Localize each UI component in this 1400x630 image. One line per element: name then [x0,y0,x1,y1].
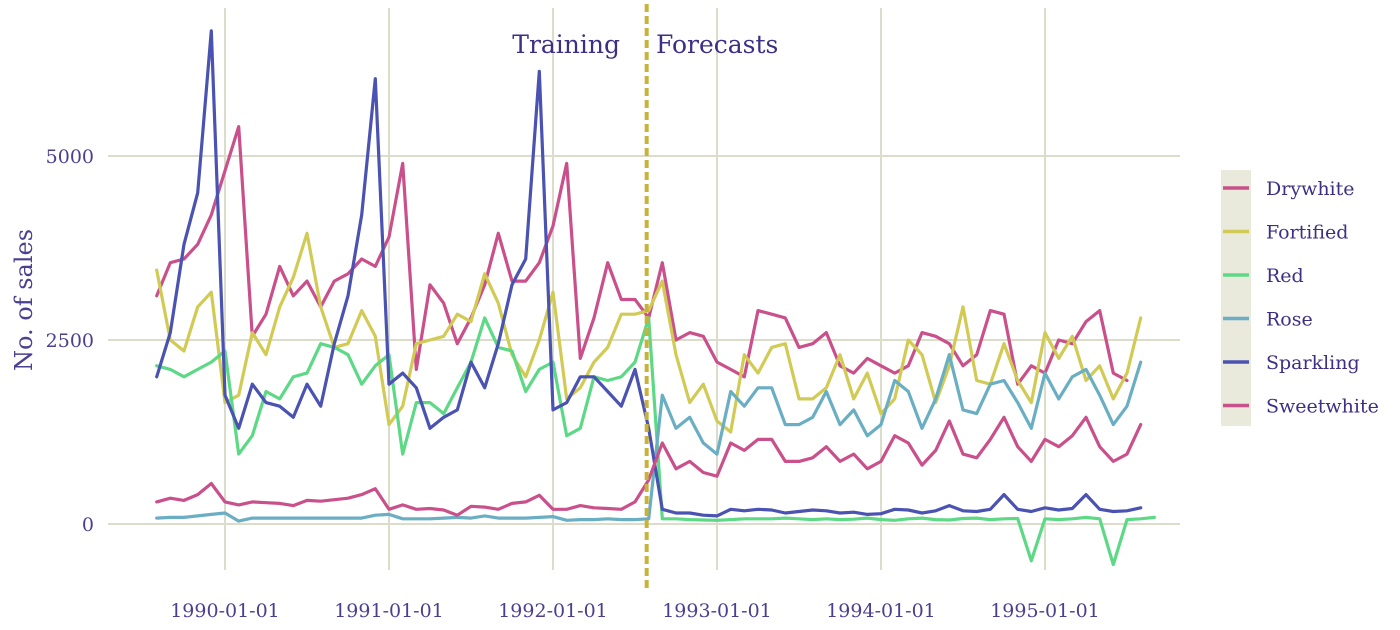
legend-item-red: Red [1223,265,1304,287]
y-axis-title: No. of sales [10,229,38,371]
series-line-sparkling [155,29,1143,518]
series-line-rose [155,353,1143,523]
series-line-drywhite [155,124,1129,386]
x-tick-label: 1990-01-01 [170,600,280,622]
y-tick-label: 5000 [46,146,94,168]
legend-item-drywhite: Drywhite [1223,178,1355,200]
series-line-red [155,316,1156,567]
x-tick-label: 1994-01-01 [826,600,936,622]
axis-ticks: 0 2500 5000 1990-01-01 1991-01-01 1992-01-01 1… [46,146,1100,622]
y-tick-label: 0 [82,514,94,536]
series-line-fortified [155,231,1143,434]
training-annotation: Training [512,30,620,59]
x-tick-label: 1992-01-01 [498,600,608,622]
x-tick-label: 1995-01-01 [990,600,1100,622]
legend: Drywhite Fortified Red Rose Sparkling Sweetwh… [1221,170,1379,426]
series-lines [155,29,1156,567]
legend-label: Sparkling [1266,352,1360,374]
legend-label: Rose [1266,309,1313,331]
legend-item-fortified: Fortified [1223,222,1348,244]
legend-label: Fortified [1266,222,1348,244]
legend-label: Sweetwhite [1266,396,1379,418]
y-tick-label: 2500 [46,330,94,352]
x-tick-label: 1991-01-01 [334,600,444,622]
legend-key-column [1221,170,1251,426]
series-line-sweetwhite [155,415,1143,517]
legend-label: Drywhite [1266,178,1355,200]
grid [108,8,1180,570]
legend-item-sweetwhite: Sweetwhite [1223,396,1379,418]
legend-label: Red [1266,265,1304,287]
forecasts-annotation: Forecasts [656,30,778,59]
legend-item-sparkling: Sparkling [1223,352,1360,374]
legend-item-rose: Rose [1223,309,1313,331]
x-tick-label: 1993-01-01 [662,600,772,622]
